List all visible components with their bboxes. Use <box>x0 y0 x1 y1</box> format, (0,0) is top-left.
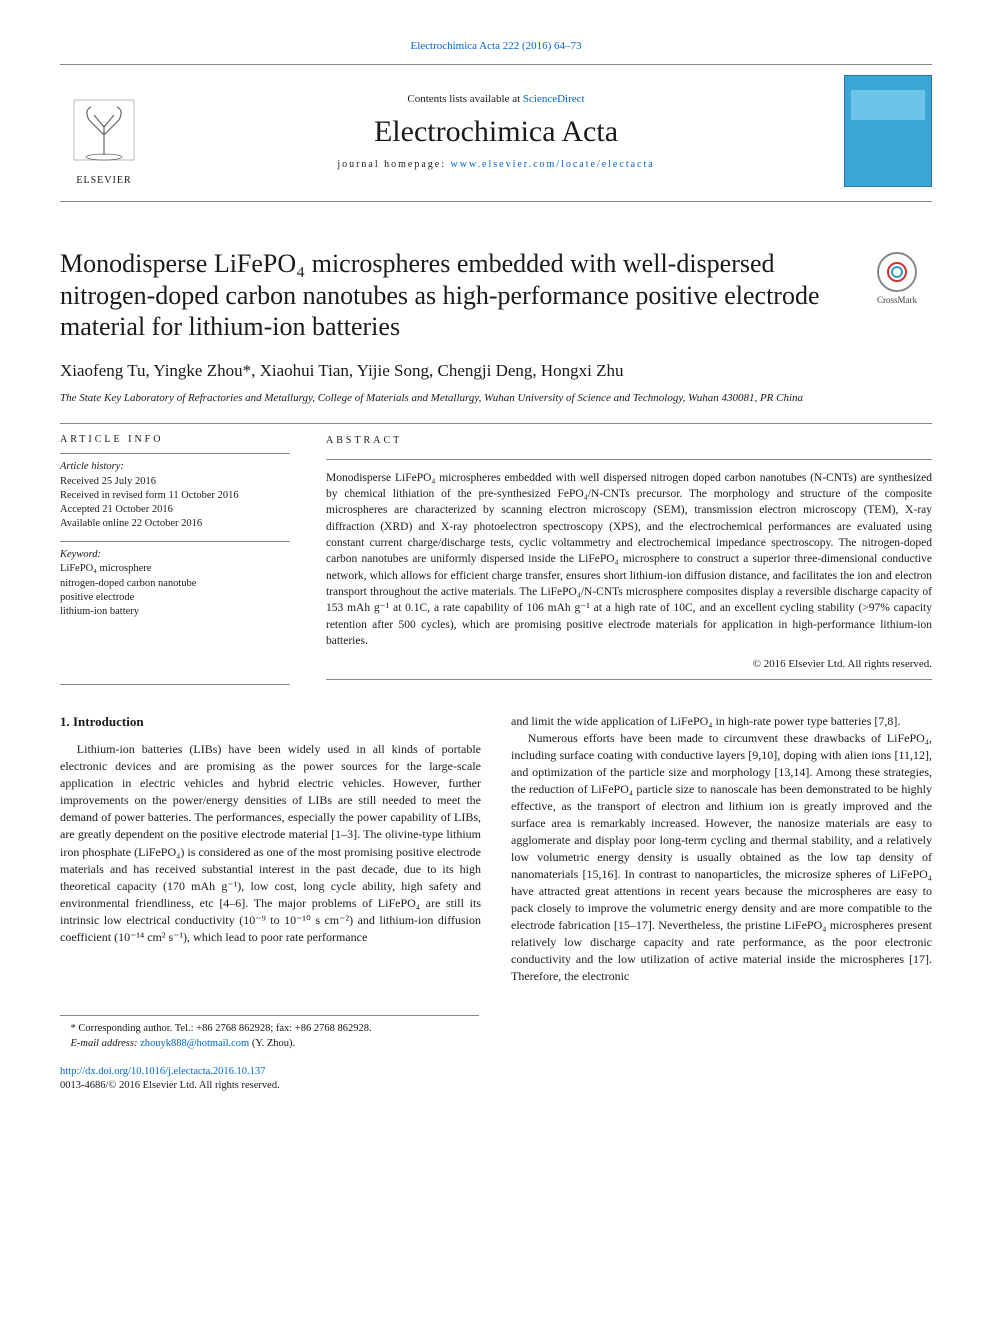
homepage-line: journal homepage: www.elsevier.com/locat… <box>148 159 844 170</box>
affiliation: The State Key Laboratory of Refractories… <box>60 391 932 405</box>
elsevier-tree-icon <box>69 95 139 175</box>
crossmark-label: CrossMark <box>877 295 917 305</box>
citation-header: Electrochimica Acta 222 (2016) 64–73 <box>60 40 932 52</box>
doi-link[interactable]: http://dx.doi.org/10.1016/j.electacta.20… <box>60 1066 265 1077</box>
issn-copyright: 0013-4686/© 2016 Elsevier Ltd. All right… <box>60 1080 280 1091</box>
article-info-heading: ARTICLE INFO <box>60 434 290 445</box>
body-columns: 1. Introduction Lithium-ion batteries (L… <box>60 713 932 986</box>
footnotes: * Corresponding author. Tel.: +86 2768 8… <box>60 1015 479 1050</box>
contents-prefix: Contents lists available at <box>407 93 522 105</box>
contents-line: Contents lists available at ScienceDirec… <box>148 93 844 105</box>
article-title: Monodisperse LiFePO₄ microspheres embedd… <box>60 248 850 343</box>
article-info: ARTICLE INFO Article history: Received 2… <box>60 434 290 679</box>
email-label: E-mail address: <box>71 1038 141 1049</box>
abstract-heading: ABSTRACT <box>326 434 932 448</box>
body-paragraph: and limit the wide application of LiFePO… <box>511 713 932 730</box>
meta-row: ARTICLE INFO Article history: Received 2… <box>60 434 932 679</box>
divider <box>60 423 932 424</box>
masthead: ELSEVIER Contents lists available at Sci… <box>60 64 932 202</box>
masthead-center: Contents lists available at ScienceDirec… <box>148 93 844 170</box>
title-block: Monodisperse LiFePO₄ microspheres embedd… <box>60 248 932 343</box>
doi-block: http://dx.doi.org/10.1016/j.electacta.20… <box>60 1065 932 1093</box>
journal-cover-thumb <box>844 75 932 187</box>
publisher-name: ELSEVIER <box>76 175 131 186</box>
citation-link[interactable]: Electrochimica Acta 222 (2016) 64–73 <box>410 40 581 52</box>
journal-name: Electrochimica Acta <box>148 115 844 149</box>
keywords-list: LiFePO₄ microsphere nitrogen-doped carbo… <box>60 562 290 619</box>
homepage-link[interactable]: www.elsevier.com/locate/electacta <box>451 159 655 170</box>
abstract-copyright: © 2016 Elsevier Ltd. All rights reserved… <box>326 657 932 673</box>
body-col-left: 1. Introduction Lithium-ion batteries (L… <box>60 713 481 986</box>
abstract-block: ABSTRACT Monodisperse LiFePO₄ microspher… <box>326 434 932 679</box>
sciencedirect-link[interactable]: ScienceDirect <box>523 93 585 105</box>
divider <box>326 679 932 680</box>
crossmark-icon <box>877 252 917 292</box>
corresponding-author: * Corresponding author. Tel.: +86 2768 8… <box>60 1022 479 1036</box>
email-suffix: (Y. Zhou). <box>249 1038 295 1049</box>
divider <box>326 459 932 460</box>
keywords-label: Keyword: <box>60 548 290 562</box>
article-history: Received 25 July 2016 Received in revise… <box>60 475 290 532</box>
crossmark-widget[interactable]: CrossMark <box>862 252 932 305</box>
divider <box>60 541 290 542</box>
author-email-link[interactable]: zhouyk888@hotmail.com <box>140 1038 249 1049</box>
body-paragraph: Numerous efforts have been made to circu… <box>511 730 932 985</box>
section-heading: 1. Introduction <box>60 713 481 731</box>
author-list: Xiaofeng Tu, Yingke Zhou*, Xiaohui Tian,… <box>60 361 932 381</box>
body-paragraph: Lithium-ion batteries (LIBs) have been w… <box>60 741 481 945</box>
divider <box>60 453 290 454</box>
history-label: Article history: <box>60 460 290 474</box>
body-col-right: and limit the wide application of LiFePO… <box>511 713 932 986</box>
divider <box>60 684 290 685</box>
email-line: E-mail address: zhouyk888@hotmail.com (Y… <box>60 1037 479 1051</box>
abstract-text: Monodisperse LiFePO₄ microspheres embedd… <box>326 470 932 650</box>
publisher-logo: ELSEVIER <box>60 76 148 186</box>
homepage-label: journal homepage: <box>337 159 450 170</box>
